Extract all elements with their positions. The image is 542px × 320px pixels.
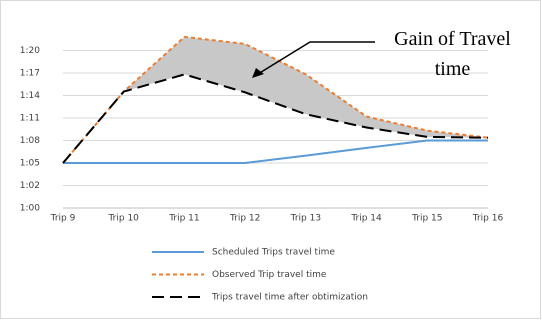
x-tick-label: Trip 14 <box>350 214 382 224</box>
y-tick-label: 1:00 <box>20 204 40 214</box>
series-line <box>62 73 489 164</box>
annotation-arrow <box>257 41 375 75</box>
series-line <box>63 139 488 164</box>
plot-area: 1:00 1:02 1:05 1:08 1:11 1:14 1:17 1:20 Trip 9 Tr… <box>20 35 504 303</box>
y-tick-label: 1:17 <box>20 69 40 79</box>
legend-label: Scheduled Trips travel time <box>212 248 335 258</box>
x-tick-label: Trip 9 <box>50 214 76 224</box>
x-tick-label: Trip 10 <box>108 214 140 224</box>
x-tick-label: Trip 11 <box>168 214 199 224</box>
x-tick-label: Trip 16 <box>472 214 504 224</box>
x-tick-label: Trip 13 <box>290 214 321 224</box>
y-tick-label: 1:14 <box>20 91 40 101</box>
legend-label: Trips travel time after obtimization <box>211 293 368 303</box>
y-tick-label: 1:11 <box>20 114 40 124</box>
arrow-head <box>252 68 264 78</box>
annotation: Gain of Travel time <box>394 28 511 80</box>
x-tick-label: Trip 15 <box>411 214 442 224</box>
legend-label: Observed Trip travel time <box>212 270 327 280</box>
gain-area <box>63 36 488 163</box>
y-tick-label: 1:08 <box>20 136 40 146</box>
series-line <box>62 35 489 164</box>
y-tick-label: 1:02 <box>20 181 40 191</box>
y-tick-label: 1:20 <box>20 46 40 56</box>
y-tick-label: 1:05 <box>20 159 40 169</box>
x-tick-label: Trip 12 <box>229 214 260 224</box>
